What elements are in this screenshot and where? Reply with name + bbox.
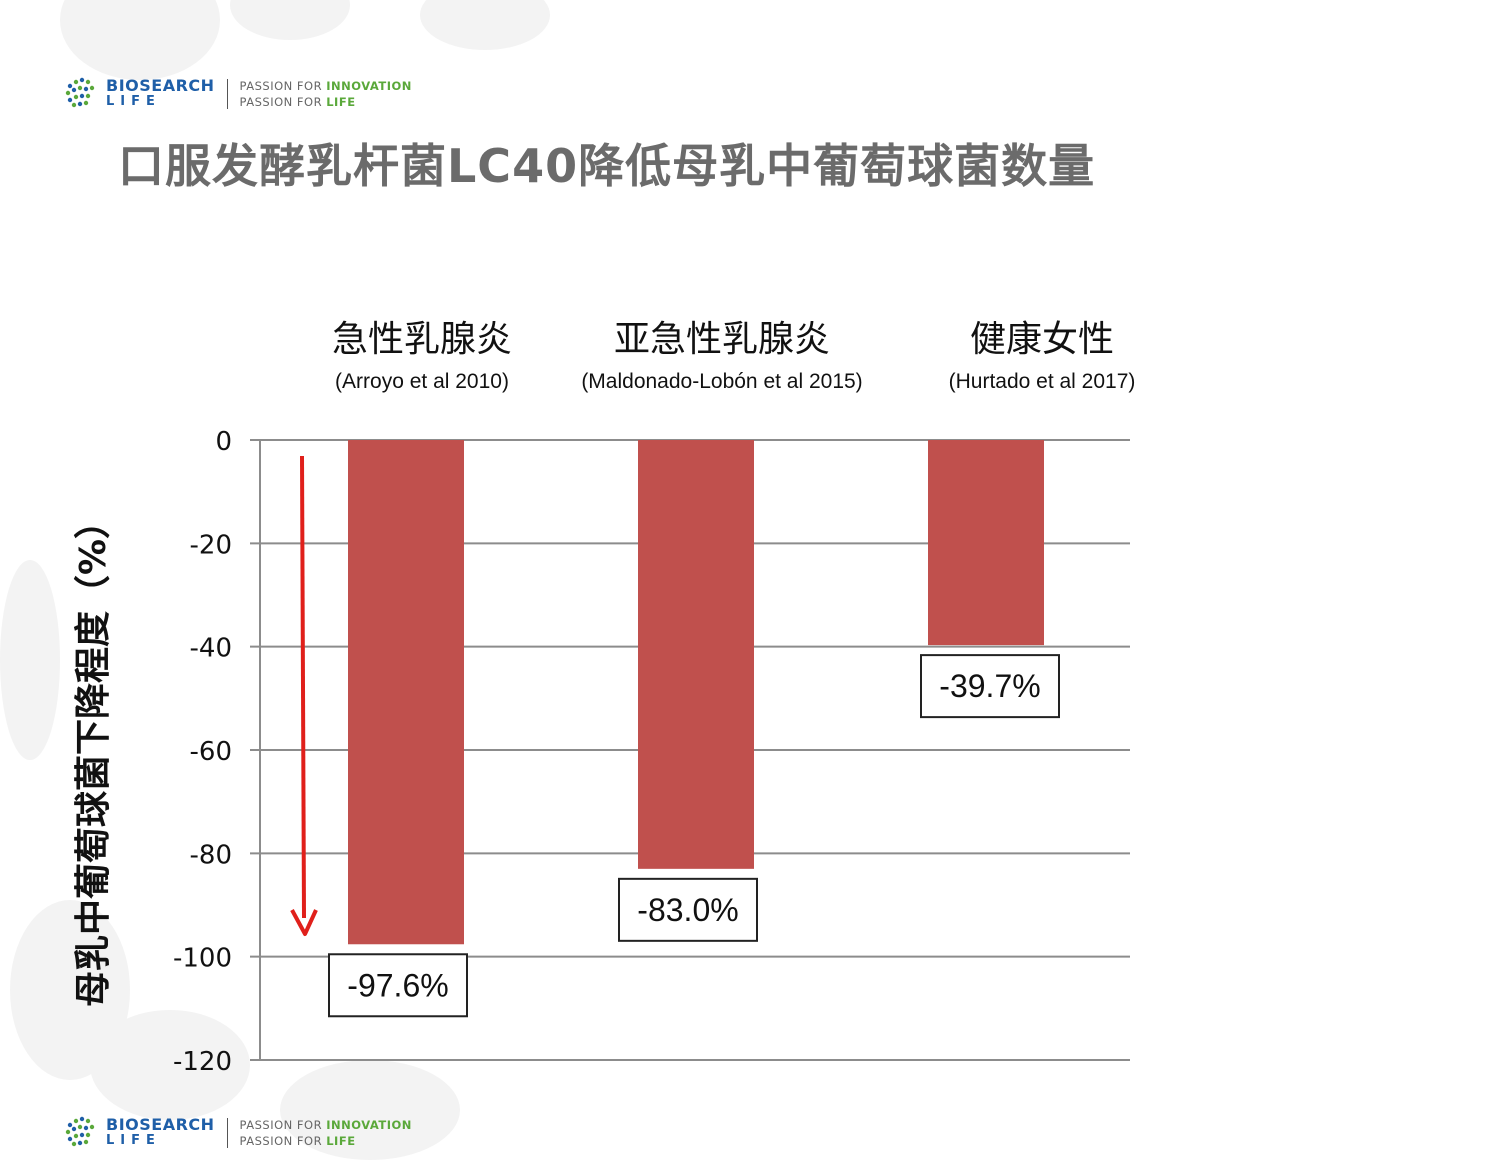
tagline: PASSION FOR INNOVATION PASSION FOR LIFE [240, 1117, 412, 1149]
tagline-highlight: INNOVATION [326, 79, 412, 93]
y-tick-label: -80 [190, 840, 232, 870]
tagline-prefix: PASSION FOR [239, 79, 327, 93]
y-tick-label: -120 [173, 1047, 232, 1077]
bar [348, 440, 464, 945]
bar [638, 440, 754, 869]
dots-logo-icon [64, 76, 100, 112]
brand-name: BIOSEARCH LIFE [106, 78, 215, 110]
footer-logo: BIOSEARCH LIFE PASSION FOR INNOVATION PA… [64, 1115, 412, 1151]
tagline: PASSION FOR INNOVATION PASSION FOR LIFE [240, 78, 412, 110]
tagline-highlight: LIFE [326, 95, 356, 109]
trend-arrow-shaft [300, 455, 306, 919]
y-tick-label: -40 [190, 634, 232, 664]
data-label-box [618, 877, 758, 942]
category-header: 亚急性乳腺炎 (Maldonado-Lobón et al 2015) [581, 318, 862, 394]
category-label: 健康女性 [969, 319, 1114, 360]
brand-top-text: BIOSEARCH [106, 76, 215, 95]
category-reference: (Maldonado-Lobón et al 2015) [581, 370, 863, 393]
slide-title: 口服发酵乳杆菌LC40降低母乳中葡萄球菌数量 [118, 139, 1096, 193]
tagline-highlight: INNOVATION [326, 1118, 412, 1132]
brand-bottom-text: LIFE [106, 94, 161, 109]
background-decoration [280, 1060, 460, 1160]
y-tick-label: 0 [215, 427, 232, 457]
data-label-box [920, 654, 1060, 719]
y-tick-label: -20 [190, 530, 232, 560]
tagline-highlight: LIFE [326, 1134, 356, 1148]
category-reference: (Hurtado et al 2017) [948, 370, 1136, 393]
arrow-down-icon [290, 909, 318, 936]
data-label: -97.6% [347, 967, 448, 1003]
dots-logo-icon [64, 1115, 100, 1151]
brand-bottom-text: LIFE [106, 1133, 161, 1148]
category-label: 亚急性乳腺炎 [613, 319, 830, 360]
logo-divider [226, 79, 228, 109]
data-label-box [328, 953, 468, 1018]
y-tick-label: -60 [190, 737, 232, 767]
background-decoration [90, 1010, 250, 1120]
category-header: 健康女性 (Hurtado et al 2017) [949, 318, 1136, 394]
logo-divider [226, 1118, 228, 1148]
tagline-prefix: PASSION FOR [239, 1134, 327, 1148]
data-label: -39.7% [939, 668, 1040, 704]
data-label: -83.0% [637, 892, 738, 928]
category-header: 急性乳腺炎 (Arroyo et al 2010) [332, 318, 512, 394]
tagline-prefix: PASSION FOR [239, 1118, 327, 1132]
category-label: 急性乳腺炎 [331, 319, 513, 360]
tagline-prefix: PASSION FOR [239, 95, 327, 109]
brand-name: BIOSEARCH LIFE [106, 1117, 215, 1149]
y-tick-label: -100 [173, 944, 232, 974]
header-logo: BIOSEARCH LIFE PASSION FOR INNOVATION PA… [64, 76, 412, 112]
background-decoration [0, 560, 60, 760]
brand-top-text: BIOSEARCH [106, 1115, 215, 1134]
category-reference: (Arroyo et al 2010) [335, 370, 509, 393]
bar [928, 440, 1044, 646]
